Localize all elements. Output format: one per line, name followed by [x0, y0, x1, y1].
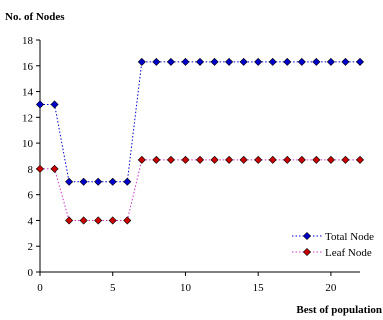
data-point-leaf-node	[283, 155, 292, 164]
legend-label-total-node: Total Node	[325, 231, 374, 243]
data-point-leaf-node	[152, 155, 161, 164]
data-point-total-node	[210, 57, 219, 66]
y-tick-label: 16	[22, 61, 34, 73]
data-point-total-node	[225, 57, 234, 66]
data-point-leaf-node	[210, 155, 219, 164]
y-axis-title: No. of Nodes	[5, 11, 65, 23]
data-point-total-node	[181, 57, 190, 66]
data-point-total-node	[152, 57, 161, 66]
y-tick-label: 2	[28, 241, 34, 253]
data-point-total-node	[239, 57, 248, 66]
x-tick-label: 0	[37, 282, 43, 294]
data-point-total-node	[35, 100, 45, 109]
y-tick-label: 10	[22, 138, 34, 150]
y-tick-label: 6	[28, 190, 34, 202]
legend-marker-leaf-node	[302, 247, 312, 257]
axes: 0 2 4 6 8 10 12 14 16 18 0 5 10 15 20	[22, 35, 360, 294]
data-point-leaf-node	[268, 155, 277, 164]
data-point-total-node	[341, 57, 350, 66]
y-tick-label: 12	[22, 112, 33, 124]
data-point-leaf-node	[50, 164, 59, 173]
data-point-leaf-node	[239, 155, 248, 164]
x-tick-label: 5	[110, 282, 116, 294]
data-point-total-node	[79, 177, 88, 186]
y-tick-label: 0	[28, 267, 34, 279]
series-line-leaf-node	[40, 159, 360, 221]
data-point-total-node	[65, 177, 74, 186]
data-point-leaf-node	[181, 155, 190, 164]
data-point-leaf-node	[225, 155, 234, 164]
data-point-leaf-node	[312, 155, 321, 164]
data-point-leaf-node	[79, 216, 88, 225]
x-axis-title: Best of population	[296, 304, 382, 316]
y-tick-label: 18	[22, 35, 34, 47]
data-point-total-node	[166, 57, 175, 66]
data-point-total-node	[312, 57, 321, 66]
data-point-total-node	[108, 177, 117, 186]
y-tick-label: 4	[28, 215, 34, 227]
series-total-node	[35, 57, 365, 186]
data-point-leaf-node	[35, 164, 45, 173]
data-point-leaf-node	[108, 216, 117, 225]
data-point-leaf-node	[123, 216, 132, 225]
data-point-leaf-node	[65, 216, 74, 225]
data-point-leaf-node	[341, 155, 350, 164]
data-point-total-node	[268, 57, 277, 66]
data-point-leaf-node	[326, 155, 335, 164]
data-point-total-node	[94, 177, 103, 186]
data-point-total-node	[297, 57, 306, 66]
data-point-leaf-node	[355, 155, 365, 164]
legend-marker-total-node	[302, 231, 312, 241]
series-leaf-node	[35, 155, 365, 225]
x-tick-label: 15	[253, 282, 265, 294]
x-tick-label: 20	[325, 282, 337, 294]
data-point-leaf-node	[297, 155, 306, 164]
data-point-total-node	[355, 57, 365, 66]
data-point-leaf-node	[195, 155, 205, 164]
data-point-total-node	[283, 57, 292, 66]
data-point-leaf-node	[166, 155, 175, 164]
data-point-leaf-node	[94, 216, 103, 225]
data-point-total-node	[195, 57, 205, 66]
data-point-total-node	[50, 100, 59, 109]
legend-label-leaf-node: Leaf Node	[325, 247, 372, 259]
data-point-leaf-node	[137, 155, 146, 164]
data-point-total-node	[123, 177, 132, 186]
x-tick-label: 10	[180, 282, 192, 294]
data-point-total-node	[137, 57, 146, 66]
series-layer	[35, 57, 365, 225]
legend: Total Node Leaf Node	[292, 231, 374, 259]
data-point-total-node	[326, 57, 335, 66]
y-tick-label: 8	[28, 164, 34, 176]
y-tick-label: 14	[22, 87, 34, 99]
data-point-leaf-node	[254, 155, 263, 164]
data-point-total-node	[254, 57, 263, 66]
